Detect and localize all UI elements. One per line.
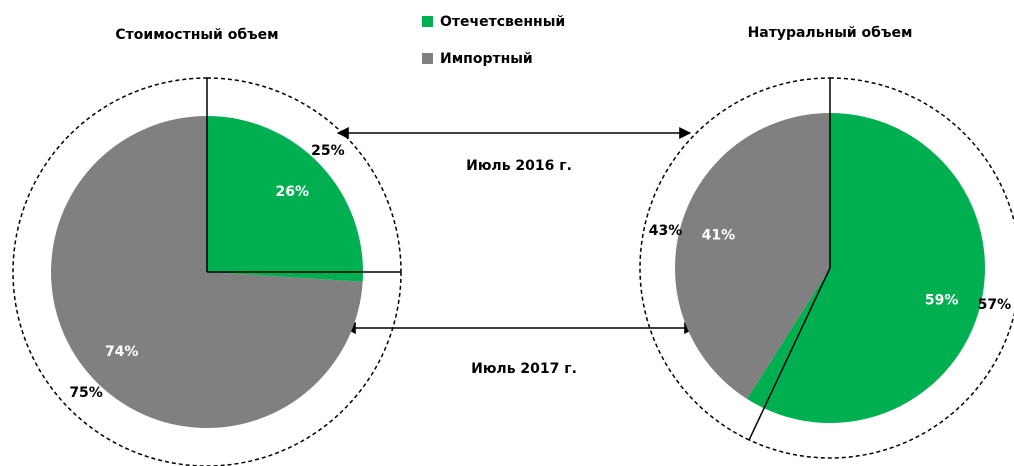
outer-ring-arc: [748, 77, 1014, 459]
outer-ring-arc: [206, 77, 402, 273]
legend-swatch: [422, 16, 433, 27]
data-label: 41%: [702, 228, 736, 244]
pie-slice: [746, 113, 986, 424]
data-label: 25%: [311, 143, 345, 159]
data-label: 74%: [105, 344, 139, 360]
outer-ring-arc: [639, 77, 831, 441]
legend-label: Отечетсвенный: [440, 14, 565, 30]
data-label: 59%: [925, 292, 959, 308]
outer-ring-arc: [12, 77, 402, 466]
data-label: 26%: [276, 184, 310, 200]
data-label: 57%: [978, 297, 1012, 313]
pie-slice: [207, 116, 363, 282]
legend-swatch: [422, 53, 433, 64]
annotation: Июль 2017 г.: [471, 361, 577, 377]
annotation: Июль 2016 г.: [466, 158, 572, 174]
data-label: 43%: [649, 223, 683, 239]
chart-title: Натуральный объем: [748, 25, 913, 41]
legend-label: Импортный: [440, 51, 533, 67]
data-label: 75%: [69, 385, 103, 401]
chart-title: Стоимостный объем: [115, 27, 278, 43]
ring-divider: [748, 267, 831, 441]
pie-slice: [675, 113, 830, 399]
